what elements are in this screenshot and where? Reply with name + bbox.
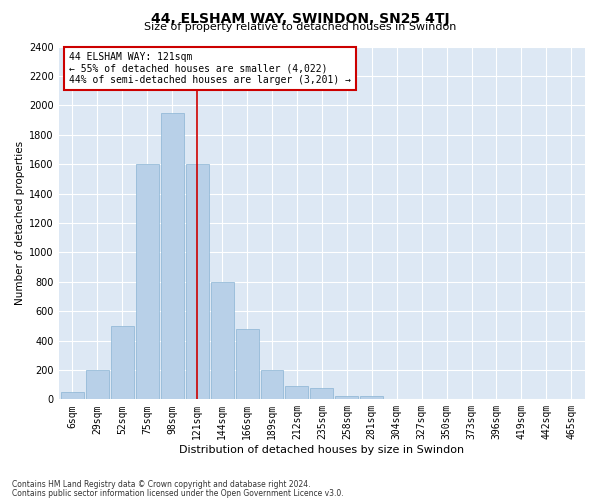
X-axis label: Distribution of detached houses by size in Swindon: Distribution of detached houses by size … (179, 445, 464, 455)
Bar (310, 388, 334, 400)
Y-axis label: Number of detached properties: Number of detached properties (15, 141, 25, 305)
Text: Contains public sector information licensed under the Open Government Licence v3: Contains public sector information licen… (12, 488, 344, 498)
Bar (286, 386, 308, 400)
Bar (385, 398, 408, 400)
Bar (211, 282, 233, 400)
Text: Contains HM Land Registry data © Crown copyright and database right 2024.: Contains HM Land Registry data © Crown c… (12, 480, 311, 489)
Bar (335, 396, 358, 400)
Bar (260, 370, 283, 400)
Text: 44, ELSHAM WAY, SWINDON, SN25 4TJ: 44, ELSHAM WAY, SWINDON, SN25 4TJ (151, 12, 449, 26)
Bar (186, 164, 209, 400)
Bar (360, 396, 383, 400)
Text: Size of property relative to detached houses in Swindon: Size of property relative to detached ho… (144, 22, 456, 32)
Bar (236, 329, 259, 400)
Bar (136, 164, 159, 400)
Text: 44 ELSHAM WAY: 121sqm
← 55% of detached houses are smaller (4,022)
44% of semi-d: 44 ELSHAM WAY: 121sqm ← 55% of detached … (70, 52, 352, 85)
Bar (161, 112, 184, 400)
Bar (61, 392, 84, 400)
Bar (86, 370, 109, 400)
Bar (111, 326, 134, 400)
